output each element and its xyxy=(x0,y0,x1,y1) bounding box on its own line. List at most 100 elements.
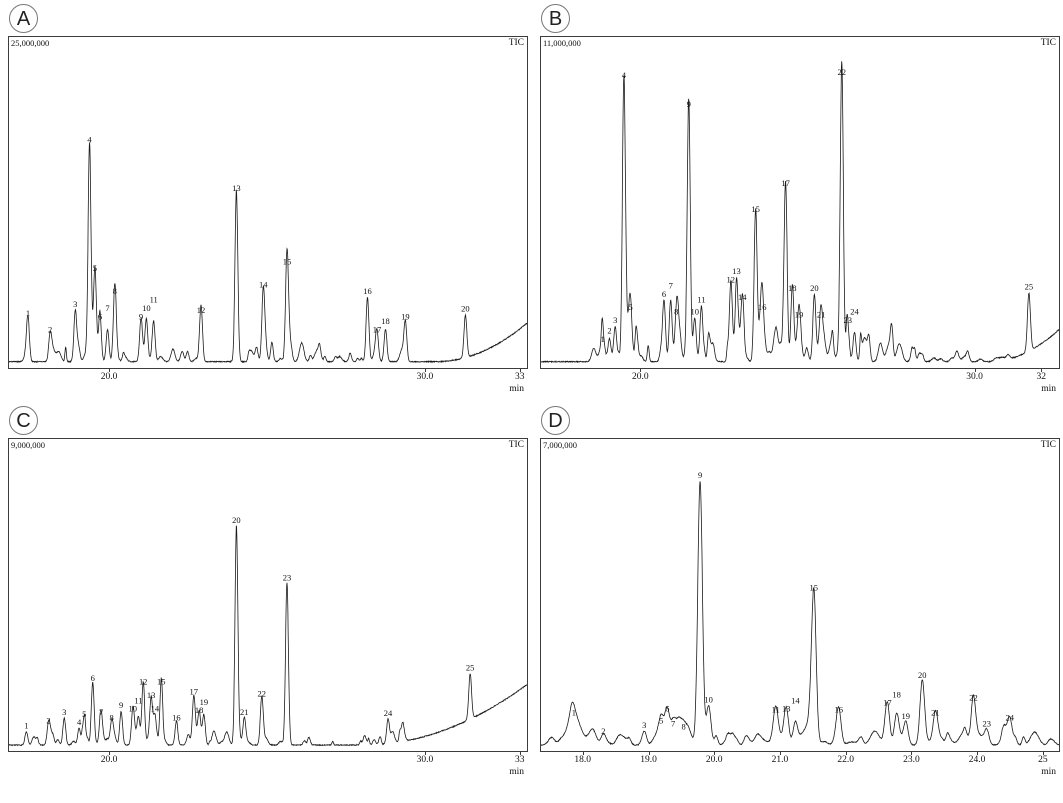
panel-c-tic-label: TIC xyxy=(508,440,524,450)
peak-label-14: 14 xyxy=(738,292,747,302)
x-tick xyxy=(648,751,650,755)
x-tick-label: 30.0 xyxy=(416,372,434,382)
peak-label-17: 17 xyxy=(883,699,891,708)
x-tick-label: 30.0 xyxy=(966,372,983,382)
peak-label-24: 24 xyxy=(850,307,859,317)
peak-label-5: 5 xyxy=(93,263,97,273)
peak-label-3: 3 xyxy=(613,315,617,325)
peak-label-19: 19 xyxy=(200,698,208,707)
peak-label-16: 16 xyxy=(758,302,767,312)
panel-b-chromatogram: 1234567891011121314151617181920212223242… xyxy=(541,61,1059,364)
peak-label-15: 15 xyxy=(157,678,165,687)
x-tick-label: 33 xyxy=(514,372,525,382)
peak-label-10: 10 xyxy=(142,303,151,313)
x-tick xyxy=(424,751,426,755)
panel-d: D 7,000,000 TIC 1 2 3 5 6 7 8 9 10 11 13 14 15 16 17 18… xyxy=(532,402,1063,802)
peak-label-19: 19 xyxy=(795,309,804,319)
peak-label-3: 3 xyxy=(62,708,66,717)
x-tick-label: 24.0 xyxy=(968,755,986,765)
panel-b-tic-label: TIC xyxy=(1040,38,1056,48)
peak-label-7: 7 xyxy=(99,708,103,717)
peak-label-5: 5 xyxy=(82,710,86,719)
peak-label-15: 15 xyxy=(751,204,760,214)
peak-label-22: 22 xyxy=(257,690,265,699)
peak-label-1: 1 xyxy=(601,334,605,344)
panel-b-letter: B xyxy=(548,7,563,30)
x-tick-label: 30.0 xyxy=(416,755,434,765)
panel-b-plot-area: 11,000,000 TIC 1 2 3 4 5 6 7 8 9 10 11 12 13 14 15 16 17… xyxy=(540,36,1060,369)
peak-label-16: 16 xyxy=(363,286,372,296)
x-tick xyxy=(1042,751,1044,755)
peak-label-24: 24 xyxy=(384,709,392,718)
panel-a-x-axis: 20.0 30.0 33 xyxy=(8,368,526,394)
peak-label-17: 17 xyxy=(373,325,382,335)
peak-label-10: 10 xyxy=(690,306,699,316)
panel-c-yscale-label: 9,000,000 xyxy=(11,440,45,450)
panel-d-badge: D xyxy=(541,406,570,435)
panel-a: A 25,000,000 TIC 1 2 3 4 5 6 7 8 9 10 11 12 13 14 15 16… xyxy=(0,0,531,400)
x-tick-label: 20.0 xyxy=(631,372,649,382)
peak-label-6: 6 xyxy=(91,674,95,683)
peak-label-19: 19 xyxy=(902,712,910,721)
panel-b-x-axis: 20.0 30.0 32 xyxy=(540,368,1058,394)
peak-label-10: 10 xyxy=(704,696,712,705)
peak-label-8: 8 xyxy=(113,286,117,296)
panel-a-x-unit-label: min xyxy=(509,384,524,394)
panel-a-badge: A xyxy=(9,4,38,33)
chromatogram-trace xyxy=(541,61,1059,364)
x-tick xyxy=(1041,368,1043,372)
peak-label-6: 6 xyxy=(662,289,666,299)
peak-label-9: 9 xyxy=(119,701,123,710)
x-tick xyxy=(974,368,976,372)
peak-label-9: 9 xyxy=(687,99,691,109)
panel-b: B 11,000,000 TIC 1 2 3 4 5 6 7 8 9 10 11 12 13 14 15 16… xyxy=(532,0,1063,400)
peak-label-15: 15 xyxy=(283,256,292,266)
peak-label-20: 20 xyxy=(232,516,240,525)
peak-label-25: 25 xyxy=(466,664,474,673)
x-tick-label: 20.0 xyxy=(100,755,118,765)
peak-label-18: 18 xyxy=(195,706,203,715)
peak-label-2: 2 xyxy=(48,325,52,335)
x-tick xyxy=(640,368,642,372)
peak-label-3: 3 xyxy=(73,299,77,309)
panel-d-x-axis: 18.0 19.0 20.0 21.0 22.0 23.0 24.0 25 xyxy=(540,751,1058,777)
peak-label-8: 8 xyxy=(681,723,685,732)
panel-d-tic-label: TIC xyxy=(1040,440,1056,450)
peak-label-9: 9 xyxy=(139,312,143,322)
x-tick-label: 23.0 xyxy=(903,755,920,765)
panel-d-plot-area: 7,000,000 TIC 1 2 3 5 6 7 8 9 10 11 13 14 15 16 17 18 19… xyxy=(540,438,1060,752)
panel-c-x-axis: 20.0 30.0 33 xyxy=(8,751,526,777)
panel-d-x-unit-label: min xyxy=(1041,767,1056,777)
peak-label-5: 5 xyxy=(628,302,632,312)
panel-c: C 9,000,000 TIC 1 2 3 4 5 6 7 8 9 10 11 12 13 14 15 16 1… xyxy=(0,402,531,802)
peak-label-13: 13 xyxy=(782,705,790,714)
x-tick xyxy=(779,751,781,755)
peak-label-11: 11 xyxy=(134,697,142,706)
x-tick xyxy=(582,751,584,755)
peak-label-13: 13 xyxy=(732,266,741,276)
peak-label-4: 4 xyxy=(622,70,627,80)
x-tick-label: 32 xyxy=(1036,372,1047,382)
panel-a-yscale-label: 25,000,000 xyxy=(11,38,50,48)
peak-label-14: 14 xyxy=(259,280,268,290)
peak-label-1: 1 xyxy=(572,709,576,718)
chromatogram-trace xyxy=(9,142,527,364)
x-tick-label: 22.0 xyxy=(837,755,854,765)
x-tick xyxy=(911,751,913,755)
panel-c-plot-area: 9,000,000 TIC 1 2 3 4 5 6 7 8 9 10 11 12 13 14 15 16 17 1… xyxy=(8,438,528,752)
peak-label-18: 18 xyxy=(788,283,797,293)
panel-a-plot-area: 25,000,000 TIC 1 2 3 4 5 6 7 8 9 10 11 12 13 14 15 16 17… xyxy=(8,36,528,369)
peak-label-25: 25 xyxy=(1025,281,1034,291)
peak-label-8: 8 xyxy=(110,714,114,723)
chromatogram-trace xyxy=(541,481,1059,747)
peak-label-20: 20 xyxy=(918,671,926,680)
peak-label-12: 12 xyxy=(197,305,206,315)
x-tick-label: 25 xyxy=(1038,755,1048,765)
x-tick xyxy=(714,751,716,755)
peak-label-6: 6 xyxy=(665,705,669,714)
panel-c-x-unit-label: min xyxy=(509,767,524,777)
peak-label-16: 16 xyxy=(172,714,180,723)
